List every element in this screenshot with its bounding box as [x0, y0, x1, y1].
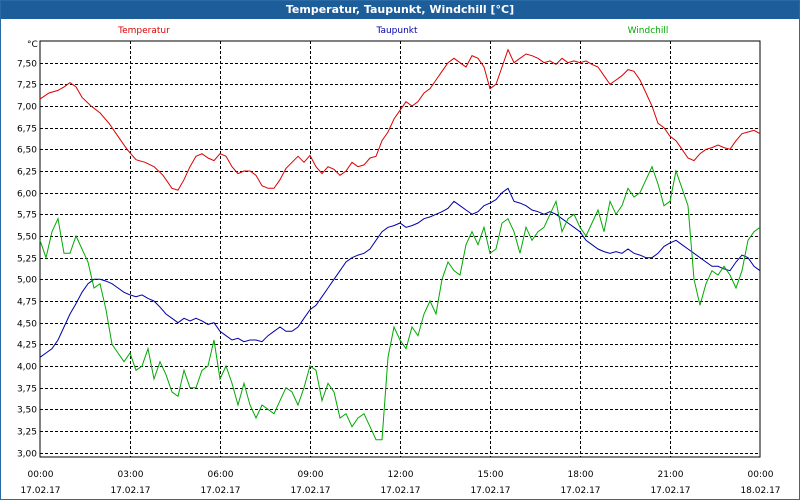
y-tick-label: 6,75 — [17, 125, 37, 135]
x-tick-date-label: 17.02.17 — [110, 486, 150, 496]
y-tick-label: 5,75 — [17, 211, 37, 221]
x-tick-date-label: 18.02.17 — [740, 486, 780, 496]
series-line-windchill — [39, 165, 761, 441]
x-tick-date-label: 17.02.17 — [200, 486, 240, 496]
y-tick-label: 4,00 — [17, 363, 37, 373]
y-tick-label: 6,00 — [17, 190, 37, 200]
y-axis-unit-label: °C — [27, 40, 38, 50]
y-tick-label: 5,50 — [17, 233, 37, 243]
y-tick-label: 6,25 — [17, 168, 37, 178]
series-line-temperatur — [39, 48, 761, 191]
x-tick-time-label: 03:00 — [118, 470, 144, 480]
y-tick-label: 7,00 — [17, 103, 37, 113]
x-tick-time-label: 09:00 — [298, 470, 324, 480]
series-line-taupunkt — [39, 187, 761, 358]
y-tick-label: 4,25 — [17, 341, 37, 351]
y-tick-label: 3,00 — [17, 450, 37, 460]
x-tick-date-label: 17.02.17 — [20, 486, 60, 496]
y-tick-label: 3,25 — [17, 428, 37, 438]
y-tick-label: 4,75 — [17, 298, 37, 308]
y-tick-label: 4,50 — [17, 320, 37, 330]
x-tick-time-label: 21:00 — [658, 470, 684, 480]
y-tick-label: 7,50 — [17, 60, 37, 70]
x-tick-time-label: 12:00 — [388, 470, 414, 480]
y-tick-label: 7,25 — [17, 81, 37, 91]
legend-temperatur: Temperatur — [117, 26, 170, 36]
x-tick-date-label: 17.02.17 — [650, 486, 690, 496]
x-tick-time-label: 15:00 — [478, 470, 504, 480]
x-tick-date-label: 17.02.17 — [470, 486, 510, 496]
y-tick-label: 6,50 — [17, 146, 37, 156]
chart-title: Temperatur, Taupunkt, Windchill [°C] — [1, 1, 799, 19]
y-tick-label: 5,00 — [17, 276, 37, 286]
x-tick-time-label: 00:00 — [748, 470, 774, 480]
x-tick-time-label: 06:00 — [208, 470, 234, 480]
x-tick-date-label: 17.02.17 — [290, 486, 330, 496]
x-tick-time-label: 00:00 — [28, 470, 54, 480]
x-tick-date-label: 17.02.17 — [560, 486, 600, 496]
y-tick-label: 3,50 — [17, 406, 37, 416]
legend-windchill: Windchill — [628, 26, 669, 36]
x-tick-date-label: 17.02.17 — [380, 486, 420, 496]
legend-taupunkt: Taupunkt — [375, 26, 418, 36]
x-tick-time-label: 18:00 — [568, 470, 594, 480]
y-tick-label: 5,25 — [17, 255, 37, 265]
y-tick-label: 3,75 — [17, 385, 37, 395]
